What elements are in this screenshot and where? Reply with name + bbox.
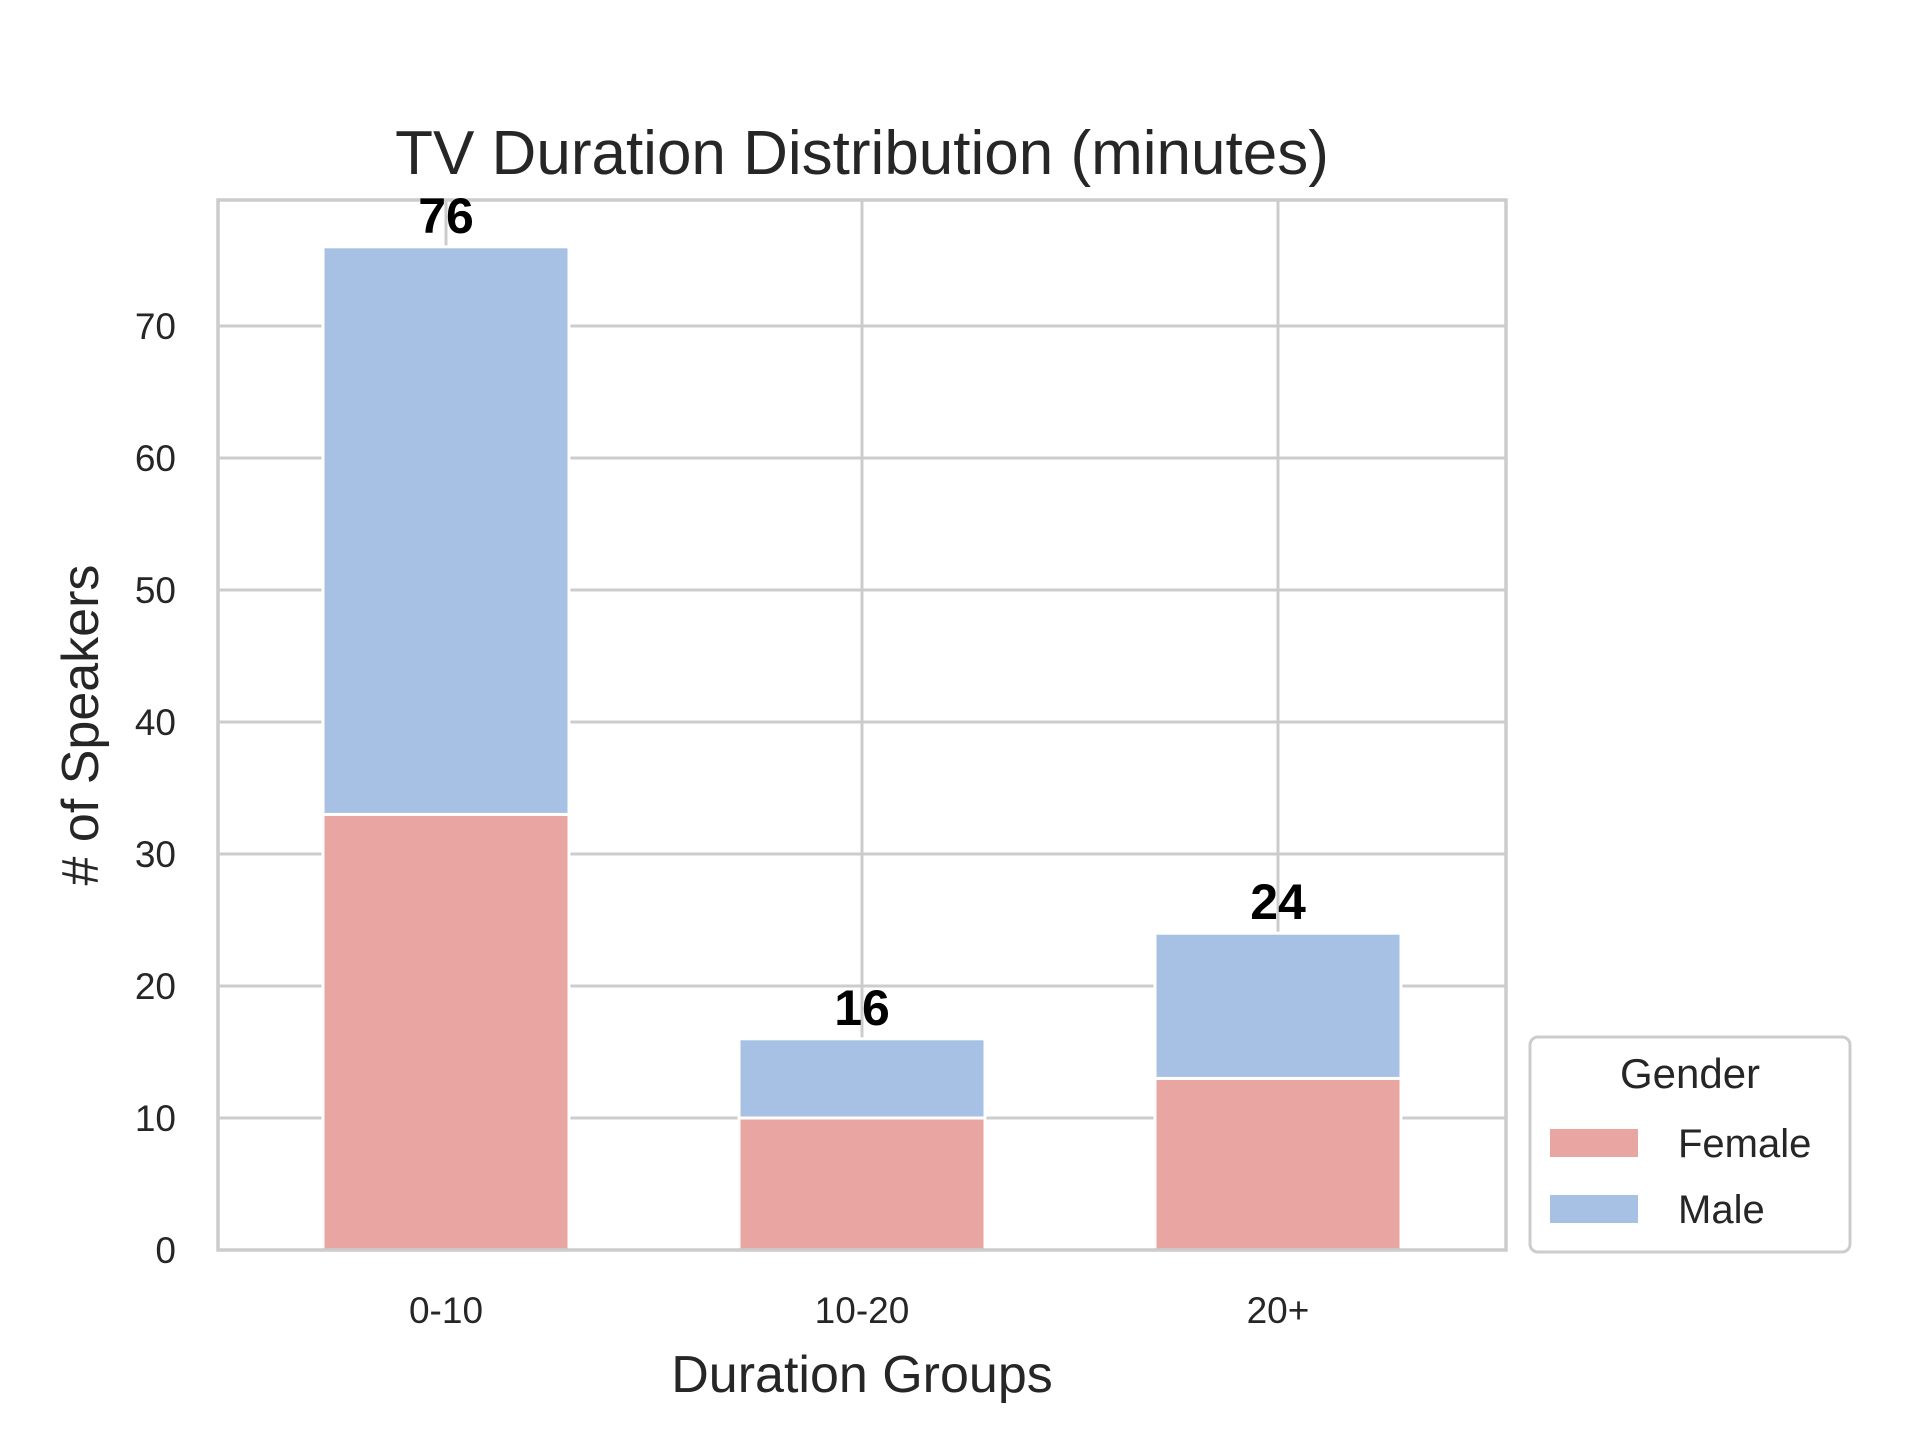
legend-title: Gender (1620, 1050, 1760, 1097)
y-tick-label: 70 (135, 306, 176, 347)
total-label: 24 (1250, 874, 1306, 930)
x-tick-label: 10-20 (815, 1290, 910, 1331)
total-label: 16 (834, 980, 890, 1036)
total-label: 76 (418, 188, 474, 244)
legend-swatch-male (1550, 1195, 1638, 1223)
y-tick-label: 30 (135, 834, 176, 875)
y-tick-label: 60 (135, 438, 176, 479)
bar-female-10-20 (737, 1116, 987, 1252)
total-labels: 76 16 24 (418, 188, 1306, 1036)
x-axis-label: Duration Groups (671, 1346, 1053, 1404)
bar-female-0-10 (321, 812, 571, 1252)
legend: Gender Female Male (1528, 1035, 1852, 1254)
x-tick-label: 0-10 (409, 1290, 483, 1331)
legend-swatch-female (1550, 1129, 1638, 1157)
plot-frame (216, 198, 1508, 1252)
bar-male-20+ (1153, 931, 1403, 1080)
y-axis-label: # of Speakers (52, 565, 110, 886)
bar-male-0-10 (321, 245, 571, 816)
x-tick-label: 20+ (1247, 1290, 1310, 1331)
y-tick-label: 10 (135, 1098, 176, 1139)
y-tick-label: 40 (135, 702, 176, 743)
bar-female-20+ (1153, 1076, 1403, 1252)
tick-labels: 0 10 20 30 40 50 60 70 0-10 10-20 20+ (135, 306, 1310, 1331)
bars (321, 245, 1403, 1252)
y-tick-label: 20 (135, 966, 176, 1007)
y-tick-label: 50 (135, 570, 176, 611)
bar-male-10-20 (737, 1037, 987, 1120)
y-tick-label: 0 (155, 1230, 176, 1271)
legend-label-female: Female (1678, 1122, 1811, 1166)
chart-title: TV Duration Distribution (minutes) (395, 119, 1329, 188)
legend-label-male: Male (1678, 1188, 1765, 1232)
